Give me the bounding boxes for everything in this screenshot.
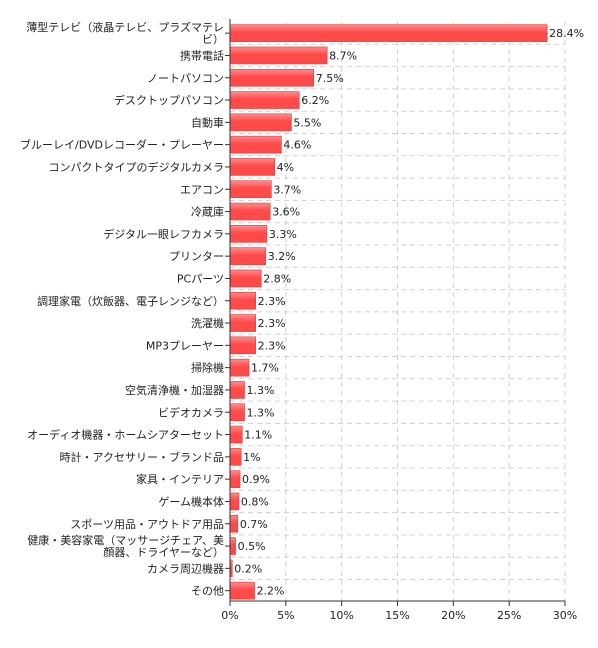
bar	[229, 381, 245, 399]
x-tick-label: 5%	[277, 609, 294, 622]
bar-value-label: 2.3%	[258, 295, 286, 308]
bar	[229, 403, 245, 422]
bar-value-label: 3.7%	[273, 183, 301, 196]
category-label: スポーツ用品・アウトドア用品	[70, 518, 224, 531]
bar	[229, 314, 256, 332]
category-label: MP3プレーヤー	[146, 339, 224, 352]
bar-value-label: 1.7%	[251, 362, 279, 375]
category-label: ノートパソコン	[147, 72, 224, 85]
bar	[229, 291, 256, 310]
bar-value-label: 1.3%	[247, 406, 275, 419]
bar-value-label: 6.2%	[301, 94, 329, 107]
bar-value-label: 1.1%	[244, 429, 272, 442]
bar	[229, 180, 272, 199]
category-label: デジタル一眼レフカメラ	[103, 227, 224, 241]
bar	[229, 135, 282, 154]
category-label: 家具・インテリア	[136, 472, 224, 486]
bar-value-label: 2.8%	[263, 272, 291, 285]
x-tick-labels: 0% 5% 10% 15% 20% 25% 30%	[221, 609, 577, 622]
category-labels: 薄型テレビ（液晶テレビ、プラズマテレビ） 携帯電話ノートパソコンデスクトップパソコ…	[20, 20, 224, 598]
bar	[229, 202, 271, 221]
bar	[229, 514, 239, 533]
category-label: ブルーレイ/DVDレコーダー・プレーヤー	[20, 138, 224, 152]
axes	[225, 19, 566, 606]
bar	[229, 581, 255, 600]
x-tick-label: 30%	[553, 609, 577, 622]
bar	[229, 46, 328, 65]
category-label: 冷蔵庫	[191, 205, 224, 219]
category-label: カメラ周辺機器	[147, 561, 224, 575]
bar	[229, 247, 267, 265]
category-label: ゲーム機本体	[158, 494, 224, 508]
bar-value-label: 0.8%	[241, 495, 269, 508]
bar-value-label: 4.6%	[283, 139, 311, 152]
x-tick-label: 15%	[385, 609, 409, 622]
category-label: コンパクトタイプのデジタルカメラ	[49, 160, 224, 174]
bar-value-label: 3.2%	[268, 250, 296, 263]
bar	[229, 470, 241, 488]
x-tick-label: 10%	[329, 609, 353, 622]
category-label: デスクトップパソコン	[114, 93, 224, 107]
bar	[229, 358, 250, 377]
bar-value-label: 3.6%	[272, 206, 300, 219]
bar	[229, 91, 300, 109]
bar	[229, 537, 236, 555]
bars	[229, 24, 548, 600]
bar-value-label: 28.4%	[549, 27, 584, 40]
bar-value-label: 2.3%	[258, 339, 286, 352]
bar-value-label: 3.3%	[269, 228, 297, 241]
bar-value-label: 0.7%	[240, 518, 268, 531]
bar	[229, 336, 256, 355]
category-label: 時計・アクセサリー・ブランド品	[60, 450, 224, 464]
bar	[229, 269, 262, 288]
bar	[229, 113, 292, 132]
category-label: 携帯電話	[180, 48, 224, 62]
category-label: エアコン	[180, 183, 224, 196]
category-label: 調理家電（炊飯器、電子レンジなど）	[37, 294, 224, 308]
bar-value-label: 5.5%	[293, 116, 321, 129]
category-label: PCパーツ	[177, 272, 224, 285]
bar-value-label: 1%	[243, 451, 260, 464]
bar-value-label: 7.5%	[316, 72, 344, 85]
value-labels: 28.4% 8.7% 7.5% 6.2% 5.5% 4.6% 4% 3.7% 3.6% 3.3% 3…	[234, 27, 584, 598]
bar-value-label: 0.5%	[238, 540, 266, 553]
x-tick-label: 20%	[441, 609, 465, 622]
category-label: 掃除機	[191, 361, 224, 375]
category-label: プリンター	[169, 250, 224, 263]
category-label: その他	[191, 585, 224, 598]
bar	[229, 158, 275, 176]
bar	[229, 492, 240, 511]
category-label: 空気清浄機・加湿器	[125, 383, 224, 397]
bar	[229, 24, 548, 42]
category-label: 薄型テレビ（液晶テレビ、プラズマテレビ）	[26, 20, 224, 46]
bar	[229, 448, 242, 466]
bar-value-label: 2.3%	[258, 317, 286, 330]
bar-value-label: 0.2%	[234, 562, 262, 575]
bar	[229, 225, 268, 243]
bar-value-label: 2.2%	[257, 585, 285, 598]
category-label: ビデオカメラ	[158, 405, 224, 419]
bar	[229, 68, 315, 87]
category-label: オーディオ機器・ホームシアターセット	[27, 428, 224, 442]
bar-value-label: 4%	[277, 161, 294, 174]
bar-value-label: 1.3%	[247, 384, 275, 397]
category-label: 健康・美容家電（マッサージチェア、美顔器、ドライヤーなど）	[27, 533, 224, 559]
bar	[229, 425, 243, 444]
x-tick-label: 0%	[221, 609, 238, 622]
bar-value-label: 0.9%	[242, 473, 270, 486]
category-label: 洗濯機	[191, 316, 224, 330]
grid-lines	[230, 22, 566, 601]
bar-value-label: 8.7%	[329, 49, 357, 62]
category-label: 自動車	[191, 115, 224, 129]
x-tick-label: 25%	[497, 609, 521, 622]
